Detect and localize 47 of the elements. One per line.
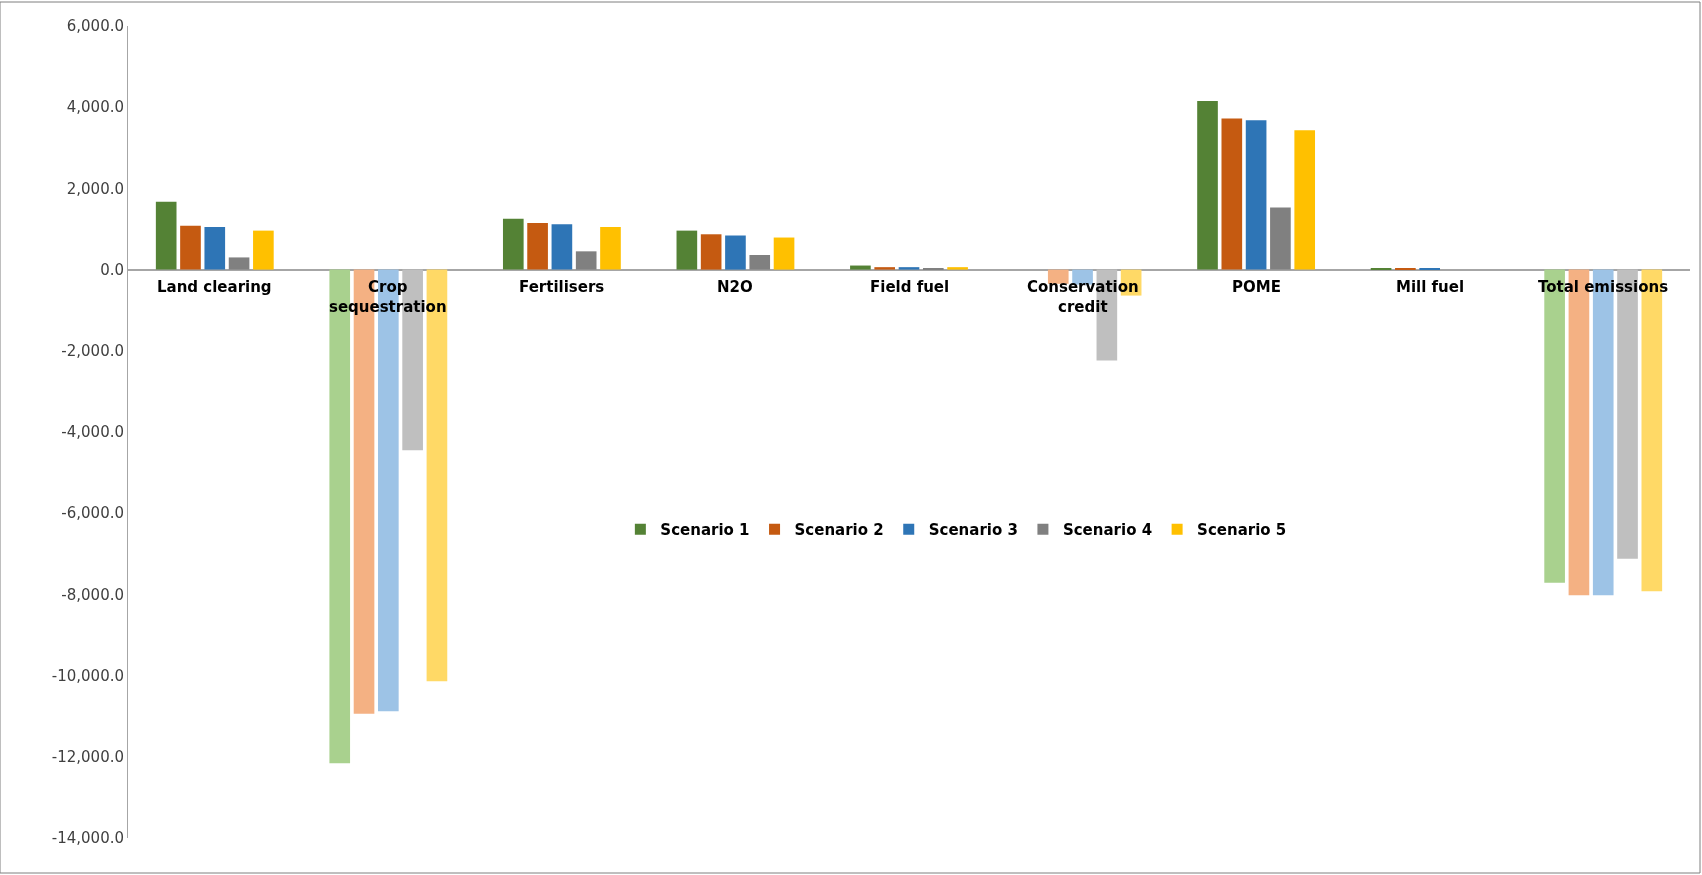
y-tick-label: -2,000.0 [61,342,124,361]
bar [1270,207,1291,270]
y-tick-label: 2,000.0 [66,179,124,198]
y-tick-label: -6,000.0 [61,504,124,523]
bar [850,265,871,270]
legend-label: Scenario 4 [1062,521,1153,540]
bar [898,267,920,270]
bar [575,251,597,270]
y-tick-label: -8,000.0 [61,585,124,604]
bar [1221,118,1243,270]
legend-label: Scenario 1 [660,521,750,540]
bar [502,218,524,270]
x-tick-label: POME [1232,278,1281,296]
bar [700,234,722,270]
bar [773,237,795,270]
bar [155,201,177,270]
x-tick-label: Total emissions [1538,278,1669,296]
y-tick-label: -14,000.0 [51,829,124,848]
y-tick-label: -4,000.0 [61,423,124,442]
x-tick-label: Fertilisers [519,278,605,296]
x-tick-label: Mill fuel [1396,278,1465,296]
bar [1294,130,1316,270]
y-tick-label: -12,000.0 [51,748,124,767]
bar [1245,120,1267,270]
bar [253,230,274,270]
bar [527,222,548,270]
bar [180,225,201,270]
bar [676,230,698,270]
x-tick-label: Land clearing [157,278,272,296]
bar [874,267,896,270]
bar [947,267,968,270]
x-tick-label: N2O [717,278,753,296]
bar [204,226,226,270]
y-tick-label: -10,000.0 [51,666,124,685]
bar [1197,101,1218,270]
y-tick-label: 6,000.0 [66,17,124,36]
bar [551,224,573,270]
legend-label: Scenario 5 [1197,521,1287,540]
legend-label: Scenario 3 [928,521,1018,540]
y-tick-label: 0.0 [100,260,124,279]
bar [749,254,771,270]
x-tick-label: Field fuel [870,278,950,296]
legend-label: Scenario 2 [794,521,884,540]
bar [228,257,250,270]
bar [600,226,621,270]
bar [725,235,746,270]
y-tick-label: 4,000.0 [66,98,124,117]
